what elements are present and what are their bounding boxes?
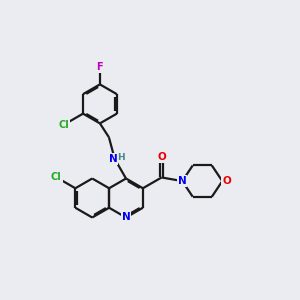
Text: Cl: Cl bbox=[51, 172, 62, 182]
Text: N: N bbox=[109, 154, 118, 164]
Text: O: O bbox=[157, 152, 166, 162]
Text: F: F bbox=[97, 62, 103, 72]
Text: H: H bbox=[118, 153, 125, 162]
Text: O: O bbox=[222, 176, 231, 186]
Text: N: N bbox=[122, 212, 130, 223]
Text: N: N bbox=[178, 176, 187, 186]
Text: Cl: Cl bbox=[59, 120, 69, 130]
